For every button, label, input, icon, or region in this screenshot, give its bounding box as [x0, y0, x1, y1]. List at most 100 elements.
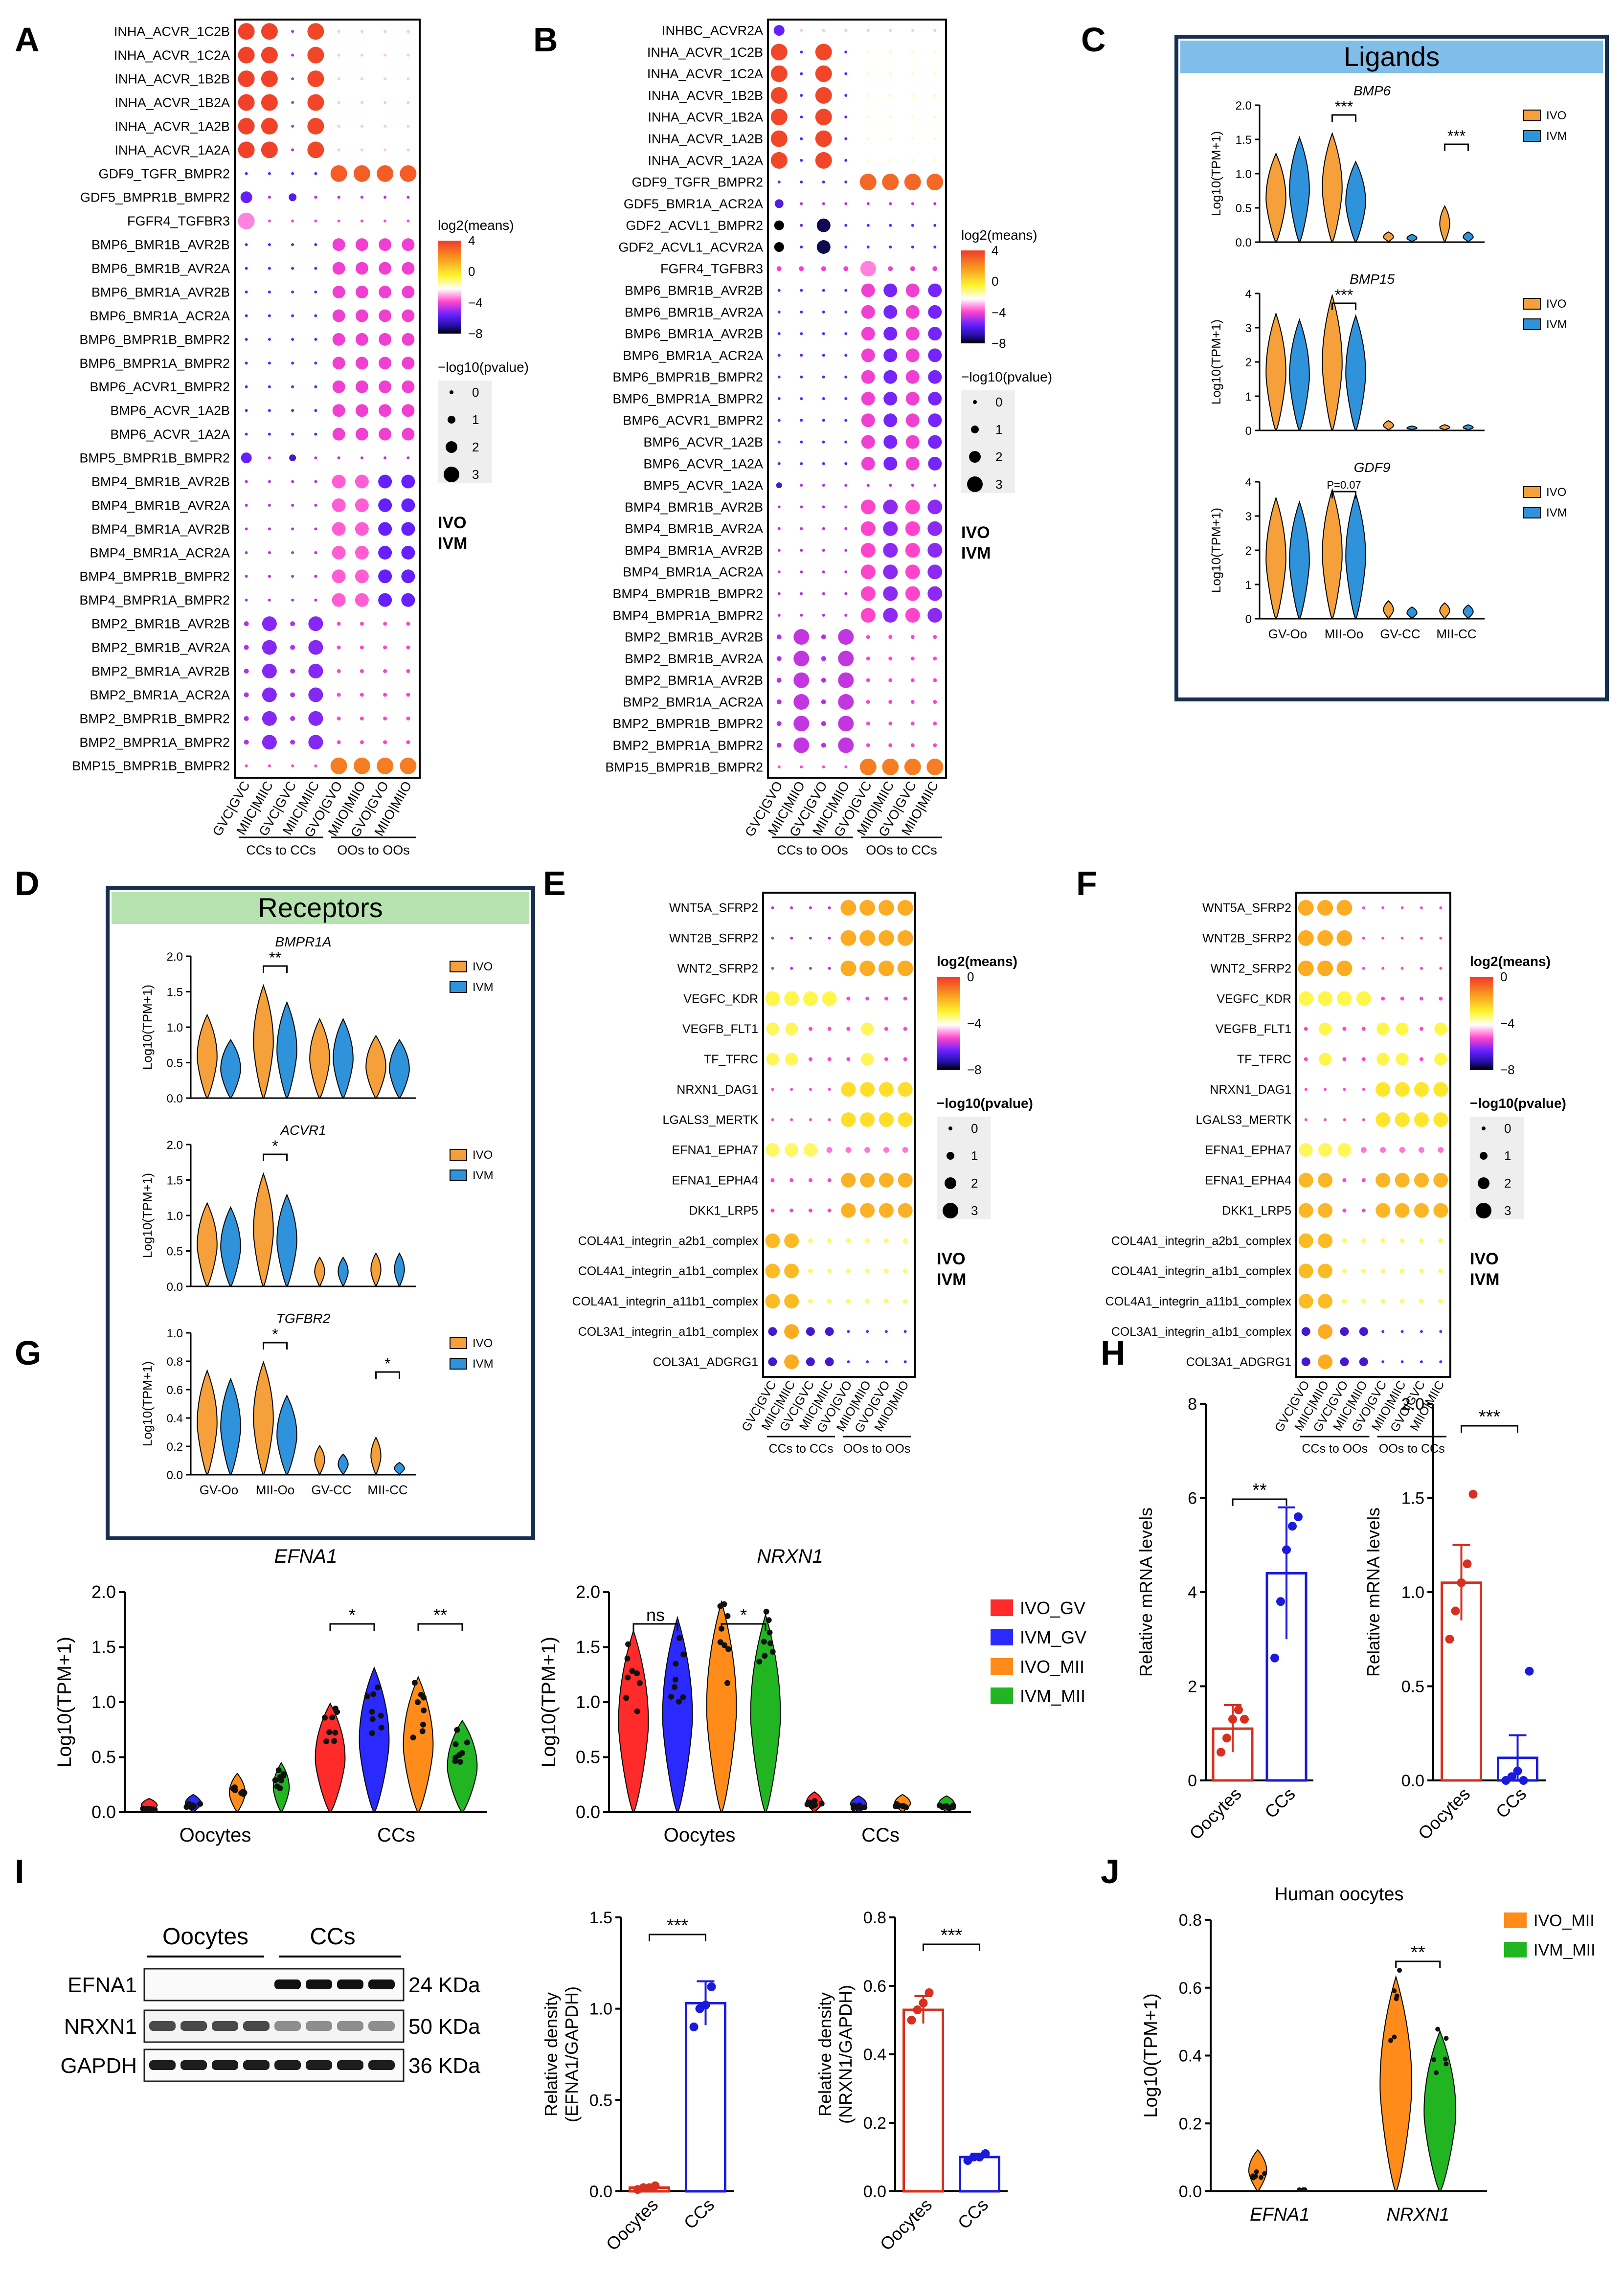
dot	[1318, 991, 1333, 1006]
row-label: BMP4_BMR1A_ACR2A	[623, 565, 763, 580]
data-point	[919, 1999, 928, 2007]
dot	[888, 656, 893, 661]
significance-bracket	[263, 1153, 288, 1161]
dot	[261, 70, 278, 88]
gene-title: BMP15	[1350, 271, 1395, 287]
y-tick-label: 0.8	[863, 1909, 886, 1927]
dot	[360, 30, 363, 33]
dot	[793, 629, 810, 645]
y-tick-label: 6	[1188, 1489, 1197, 1508]
dot	[1340, 1327, 1349, 1336]
data-point	[421, 1694, 427, 1701]
dot	[927, 521, 943, 536]
data-point	[900, 1802, 906, 1809]
data-point	[725, 1646, 732, 1652]
panel-label: G	[15, 1334, 41, 1372]
significance-label: *	[272, 1326, 278, 1343]
violin-ivm	[1289, 500, 1310, 620]
blot-size-label: 36 KDa	[408, 2054, 480, 2078]
data-point	[321, 1714, 328, 1721]
row-label: BMP6_BMR1A_ACR2A	[90, 309, 230, 323]
dot	[360, 716, 364, 720]
color-legend-title: log2(means)	[961, 227, 1038, 243]
size-tick: 3	[1504, 1203, 1511, 1218]
dot	[905, 348, 920, 362]
dot	[928, 392, 942, 405]
data-point	[452, 1741, 459, 1748]
dot	[1376, 1172, 1391, 1188]
dot	[1380, 1268, 1386, 1274]
dot	[291, 30, 294, 33]
dot	[828, 906, 831, 909]
dot	[355, 593, 369, 607]
dot	[822, 592, 825, 595]
dot	[800, 94, 803, 97]
size-dot	[1482, 1126, 1486, 1130]
y-tick-label: 0.8	[1179, 1911, 1202, 1930]
dot	[866, 29, 870, 32]
dot	[337, 716, 341, 720]
dot	[815, 87, 832, 104]
y-tick-label: 0.6	[863, 1977, 886, 1996]
dot	[866, 656, 870, 661]
row-label: COL3A1_ADGRG1	[1186, 1355, 1291, 1369]
data-point	[1507, 1772, 1516, 1781]
y-tick-label: 0.6	[1179, 1979, 1202, 1998]
dot	[268, 314, 271, 317]
dot	[883, 435, 898, 449]
data-point	[767, 1640, 773, 1646]
dot	[822, 440, 825, 444]
dot	[897, 960, 913, 976]
dot	[844, 310, 848, 314]
data-point	[1525, 1666, 1534, 1676]
size-legend-bg	[438, 381, 492, 483]
dot	[1361, 1238, 1366, 1243]
group-label: CCs to OOs	[777, 843, 848, 857]
dot	[353, 757, 370, 774]
y-tick-label: 1.5	[1401, 1489, 1424, 1508]
dot	[1318, 1263, 1333, 1279]
dot	[905, 305, 920, 319]
row-label: BMP6_BMR1A_AVR2B	[91, 285, 230, 299]
dot	[1414, 1082, 1429, 1097]
dot	[1420, 1360, 1423, 1364]
dot	[905, 327, 920, 341]
data-point	[329, 1714, 336, 1721]
dot	[793, 737, 810, 753]
dot	[332, 593, 346, 607]
dot	[262, 711, 277, 726]
data-point	[1234, 1705, 1243, 1714]
significance-label: *	[272, 1137, 278, 1155]
dot	[401, 545, 415, 560]
dot	[308, 664, 323, 679]
violin-ivo	[197, 1369, 218, 1476]
dot	[245, 480, 248, 483]
size-dot	[971, 426, 979, 433]
y-tick-label: 2	[1188, 1678, 1197, 1696]
dot	[776, 656, 782, 661]
ivm-legend: IVM	[438, 534, 467, 553]
color-bar	[937, 977, 960, 1070]
dot	[841, 1203, 856, 1218]
dot	[902, 1299, 908, 1304]
dot	[291, 337, 294, 341]
dot	[883, 607, 898, 623]
dot	[897, 900, 913, 916]
blot-band	[368, 2021, 395, 2031]
dot	[806, 1357, 815, 1367]
y-tick-label: 4	[1188, 1583, 1197, 1602]
color-tick: −4	[468, 295, 483, 310]
dot	[888, 743, 893, 747]
dot	[400, 757, 417, 774]
row-label: BMP6_BMPR1A_BMPR2	[612, 391, 763, 406]
row-label: GDF9_TGFR_BMPR2	[632, 175, 763, 190]
dot	[291, 503, 294, 507]
blot-band	[337, 2060, 363, 2070]
dot	[291, 219, 294, 223]
dot	[827, 1208, 832, 1213]
row-label: BMP4_BMR1B_AVR2A	[625, 521, 763, 536]
y-tick-label: 0.4	[1179, 2047, 1202, 2066]
dot	[314, 196, 317, 199]
data-point	[1513, 1766, 1522, 1776]
dot	[268, 551, 271, 554]
